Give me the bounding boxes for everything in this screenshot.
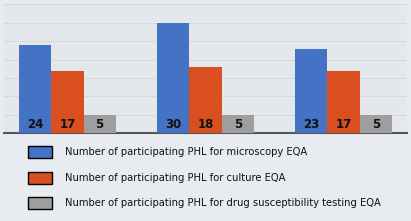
Text: 17: 17 bbox=[59, 118, 76, 131]
Bar bbox=[19, 45, 51, 133]
Bar bbox=[360, 115, 392, 133]
Text: 17: 17 bbox=[335, 118, 352, 131]
Bar bbox=[83, 115, 116, 133]
FancyBboxPatch shape bbox=[28, 146, 53, 158]
Text: 5: 5 bbox=[372, 118, 380, 131]
Text: Number of participating PHL for drug susceptibility testing EQA: Number of participating PHL for drug sus… bbox=[65, 198, 381, 208]
Text: 24: 24 bbox=[27, 118, 44, 131]
Bar bbox=[51, 70, 83, 133]
Text: Number of participating PHL for culture EQA: Number of participating PHL for culture … bbox=[65, 173, 285, 183]
Text: 23: 23 bbox=[303, 118, 319, 131]
FancyBboxPatch shape bbox=[28, 197, 53, 209]
Bar bbox=[328, 70, 360, 133]
Bar bbox=[189, 67, 222, 133]
FancyBboxPatch shape bbox=[28, 172, 53, 184]
Text: 18: 18 bbox=[197, 118, 214, 131]
Text: 30: 30 bbox=[165, 118, 181, 131]
Bar bbox=[295, 49, 328, 133]
Bar bbox=[157, 23, 189, 133]
Bar bbox=[222, 115, 254, 133]
Text: 5: 5 bbox=[233, 118, 242, 131]
Text: Number of participating PHL for microscopy EQA: Number of participating PHL for microsco… bbox=[65, 147, 307, 157]
Text: 5: 5 bbox=[95, 118, 104, 131]
